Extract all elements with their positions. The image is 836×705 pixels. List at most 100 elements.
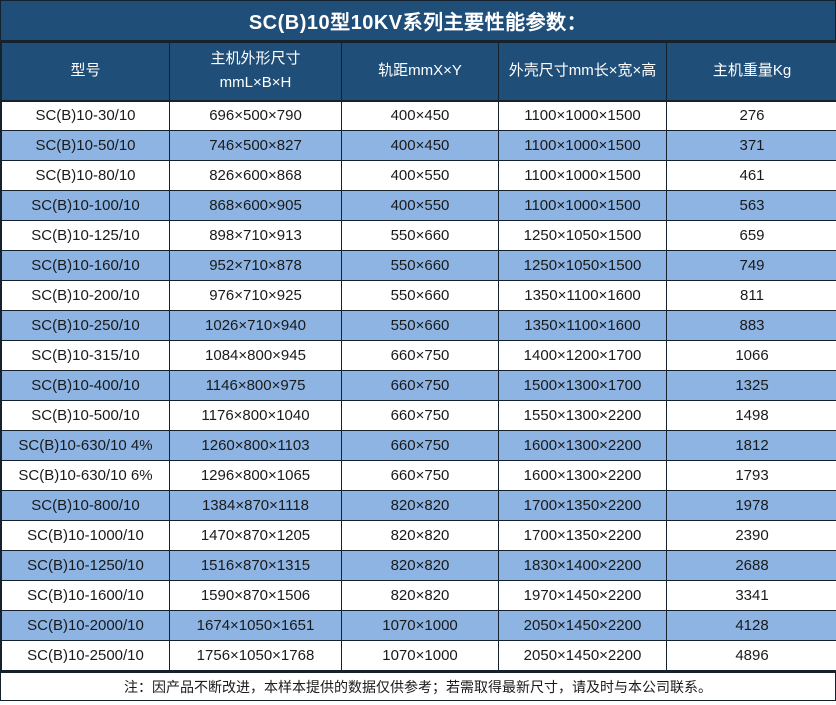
table-cell: 3341: [666, 580, 836, 611]
table-row: SC(B)10-800/10 1384×870×1118 820×820 1700×1…: [1, 490, 836, 521]
table-row: SC(B)10-1250/10 1516×870×1315 820×820 1830×…: [1, 550, 836, 581]
table-cell: 811: [666, 280, 836, 311]
table-cell: 1590×870×1506: [169, 580, 342, 611]
table-cell: 1066: [666, 340, 836, 371]
table-cell: 371: [666, 130, 836, 161]
table-cell: 1812: [666, 430, 836, 461]
table-cell: 550×660: [341, 220, 499, 251]
table-cell: SC(B)10-630/10 4%: [1, 430, 170, 461]
table-cell: SC(B)10-250/10: [1, 310, 170, 341]
table-row: SC(B)10-1600/10 1590×870×1506 820×820 1970×…: [1, 580, 836, 611]
table-row: SC(B)10-630/10 6% 1296×800×1065 660×750 160…: [1, 460, 836, 491]
table-cell: 1793: [666, 460, 836, 491]
table-cell: 1026×710×940: [169, 310, 342, 341]
table-row: SC(B)10-50/10 746×500×827 400×450 1100×1000…: [1, 130, 836, 161]
table-cell: 400×550: [341, 160, 499, 191]
table-cell: 660×750: [341, 430, 499, 461]
table-cell: 1500×1300×1700: [498, 370, 667, 401]
spec-table: 型号 主机外形尺寸 mmL×B×H 轨距mmX×Y 外壳尺寸mm长×宽×高 主机…: [1, 42, 836, 671]
table-cell: SC(B)10-400/10: [1, 370, 170, 401]
footer-note: 注：因产品不断改进，本样本提供的数据仅供参考；若需取得最新尺寸，请及时与本公司联…: [1, 671, 835, 700]
table-cell: 2050×1450×2200: [498, 610, 667, 641]
table-cell: SC(B)10-1000/10: [1, 520, 170, 551]
table-cell: 820×820: [341, 580, 499, 611]
table-cell: 1384×870×1118: [169, 490, 342, 521]
table-cell: 1146×800×975: [169, 370, 342, 401]
table-cell: SC(B)10-50/10: [1, 130, 170, 161]
table-cell: 2688: [666, 550, 836, 581]
table-cell: SC(B)10-1250/10: [1, 550, 170, 581]
table-cell: 1978: [666, 490, 836, 521]
table-cell: SC(B)10-500/10: [1, 400, 170, 431]
table-cell: 550×660: [341, 250, 499, 281]
table-header: 型号 主机外形尺寸 mmL×B×H 轨距mmX×Y 外壳尺寸mm长×宽×高 主机…: [1, 42, 836, 102]
table-cell: 660×750: [341, 340, 499, 371]
table-row: SC(B)10-2500/10 1756×1050×1768 1070×1000 20…: [1, 640, 836, 671]
table-row: SC(B)10-250/10 1026×710×940 550×660 1350×11…: [1, 310, 836, 341]
table-row: SC(B)10-30/10 696×500×790 400×450 1100×1000…: [1, 100, 836, 131]
table-cell: 1600×1300×2200: [498, 460, 667, 491]
table-cell: 1830×1400×2200: [498, 550, 667, 581]
table-cell: 976×710×925: [169, 280, 342, 311]
table-row: SC(B)10-400/10 1146×800×975 660×750 1500×13…: [1, 370, 836, 401]
table-cell: 820×820: [341, 490, 499, 521]
table-cell: 1260×800×1103: [169, 430, 342, 461]
column-header-rail-gauge: 轨距mmX×Y: [341, 42, 499, 102]
table-cell: 400×450: [341, 100, 499, 131]
table-cell: SC(B)10-630/10 6%: [1, 460, 170, 491]
table-cell: SC(B)10-160/10: [1, 250, 170, 281]
table-cell: 1498: [666, 400, 836, 431]
table-row: SC(B)10-630/10 4% 1260×800×1103 660×750 160…: [1, 430, 836, 461]
table-cell: SC(B)10-800/10: [1, 490, 170, 521]
table-cell: 1070×1000: [341, 640, 499, 671]
table-cell: 563: [666, 190, 836, 221]
column-header-model: 型号: [1, 42, 170, 102]
table-cell: 1070×1000: [341, 610, 499, 641]
table-row: SC(B)10-500/10 1176×800×1040 660×750 1550×1…: [1, 400, 836, 431]
table-cell: SC(B)10-125/10: [1, 220, 170, 251]
table-cell: 1700×1350×2200: [498, 520, 667, 551]
table-cell: 4896: [666, 640, 836, 671]
table-cell: 868×600×905: [169, 190, 342, 221]
table-row: SC(B)10-100/10 868×600×905 400×550 1100×100…: [1, 190, 836, 221]
table-cell: 952×710×878: [169, 250, 342, 281]
table-cell: 746×500×827: [169, 130, 342, 161]
table-cell: 461: [666, 160, 836, 191]
table-cell: SC(B)10-200/10: [1, 280, 170, 311]
table-row: SC(B)10-125/10 898×710×913 550×660 1250×105…: [1, 220, 836, 251]
table-cell: 1100×1000×1500: [498, 130, 667, 161]
table-cell: 1176×800×1040: [169, 400, 342, 431]
table-cell: 1700×1350×2200: [498, 490, 667, 521]
table-cell: 400×450: [341, 130, 499, 161]
table-cell: 1674×1050×1651: [169, 610, 342, 641]
table-cell: SC(B)10-1600/10: [1, 580, 170, 611]
table-cell: SC(B)10-80/10: [1, 160, 170, 191]
table-row: SC(B)10-80/10 826×600×868 400×550 1100×1000…: [1, 160, 836, 191]
table-cell: SC(B)10-2000/10: [1, 610, 170, 641]
table-cell: SC(B)10-315/10: [1, 340, 170, 371]
table-cell: 1250×1050×1500: [498, 250, 667, 281]
table-row: SC(B)10-200/10 976×710×925 550×660 1350×110…: [1, 280, 836, 311]
table-cell: 1400×1200×1700: [498, 340, 667, 371]
table-cell: 1550×1300×2200: [498, 400, 667, 431]
table-cell: 1325: [666, 370, 836, 401]
table-row: SC(B)10-1000/10 1470×870×1205 820×820 1700×…: [1, 520, 836, 551]
table-cell: 660×750: [341, 460, 499, 491]
table-cell: 4128: [666, 610, 836, 641]
table-cell: SC(B)10-2500/10: [1, 640, 170, 671]
page-title: SC(B)10型10KV系列主要性能参数：: [1, 1, 835, 42]
table-row: SC(B)10-2000/10 1674×1050×1651 1070×1000 20…: [1, 610, 836, 641]
table-cell: 1250×1050×1500: [498, 220, 667, 251]
table-cell: 1516×870×1315: [169, 550, 342, 581]
table-body: SC(B)10-30/10 696×500×790 400×450 1100×1000…: [1, 100, 836, 671]
table-cell: 1100×1000×1500: [498, 100, 667, 131]
table-cell: 749: [666, 250, 836, 281]
table-cell: 826×600×868: [169, 160, 342, 191]
table-row: SC(B)10-315/10 1084×800×945 660×750 1400×12…: [1, 340, 836, 371]
table-cell: 1470×870×1205: [169, 520, 342, 551]
table-cell: 1100×1000×1500: [498, 190, 667, 221]
table-cell: 820×820: [341, 520, 499, 551]
table-cell: 2050×1450×2200: [498, 640, 667, 671]
table-cell: 660×750: [341, 400, 499, 431]
